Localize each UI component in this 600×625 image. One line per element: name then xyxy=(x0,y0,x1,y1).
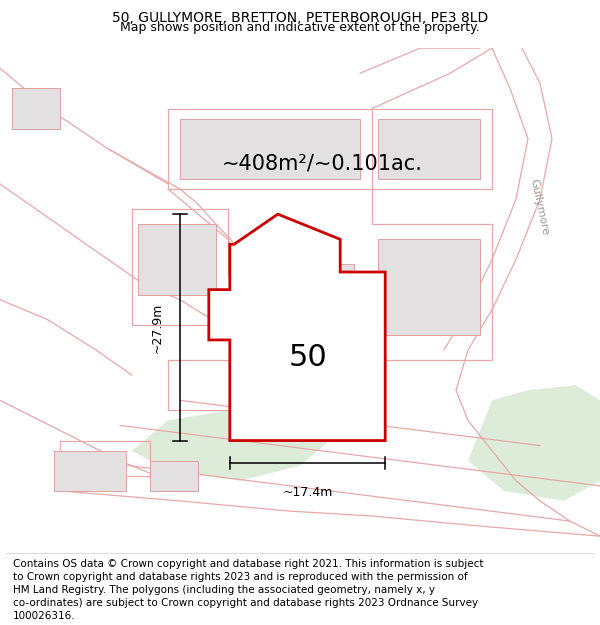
Text: ~27.9m: ~27.9m xyxy=(151,302,164,352)
Text: HM Land Registry. The polygons (including the associated geometry, namely x, y: HM Land Registry. The polygons (includin… xyxy=(13,585,435,595)
Text: Map shows position and indicative extent of the property.: Map shows position and indicative extent… xyxy=(120,21,480,34)
Bar xyxy=(150,461,198,491)
Bar xyxy=(138,224,216,294)
Text: co-ordinates) are subject to Crown copyright and database rights 2023 Ordnance S: co-ordinates) are subject to Crown copyr… xyxy=(13,598,478,608)
Bar xyxy=(378,239,480,335)
Bar xyxy=(180,119,360,179)
Polygon shape xyxy=(468,385,600,501)
Bar xyxy=(54,451,126,491)
Text: 50: 50 xyxy=(289,343,327,372)
Text: to Crown copyright and database rights 2023 and is reproduced with the permissio: to Crown copyright and database rights 2… xyxy=(13,572,468,582)
Bar xyxy=(240,264,354,335)
Text: ~408m²/~0.101ac.: ~408m²/~0.101ac. xyxy=(222,154,423,174)
Bar xyxy=(378,119,480,179)
Bar xyxy=(12,88,60,129)
Text: Gullymore: Gullymore xyxy=(528,177,550,236)
Polygon shape xyxy=(209,214,385,441)
Text: ~17.4m: ~17.4m xyxy=(283,486,332,499)
Text: Contains OS data © Crown copyright and database right 2021. This information is : Contains OS data © Crown copyright and d… xyxy=(13,559,484,569)
Polygon shape xyxy=(132,411,330,481)
Text: 100026316.: 100026316. xyxy=(13,611,76,621)
Text: 50, GULLYMORE, BRETTON, PETERBOROUGH, PE3 8LD: 50, GULLYMORE, BRETTON, PETERBOROUGH, PE… xyxy=(112,11,488,24)
